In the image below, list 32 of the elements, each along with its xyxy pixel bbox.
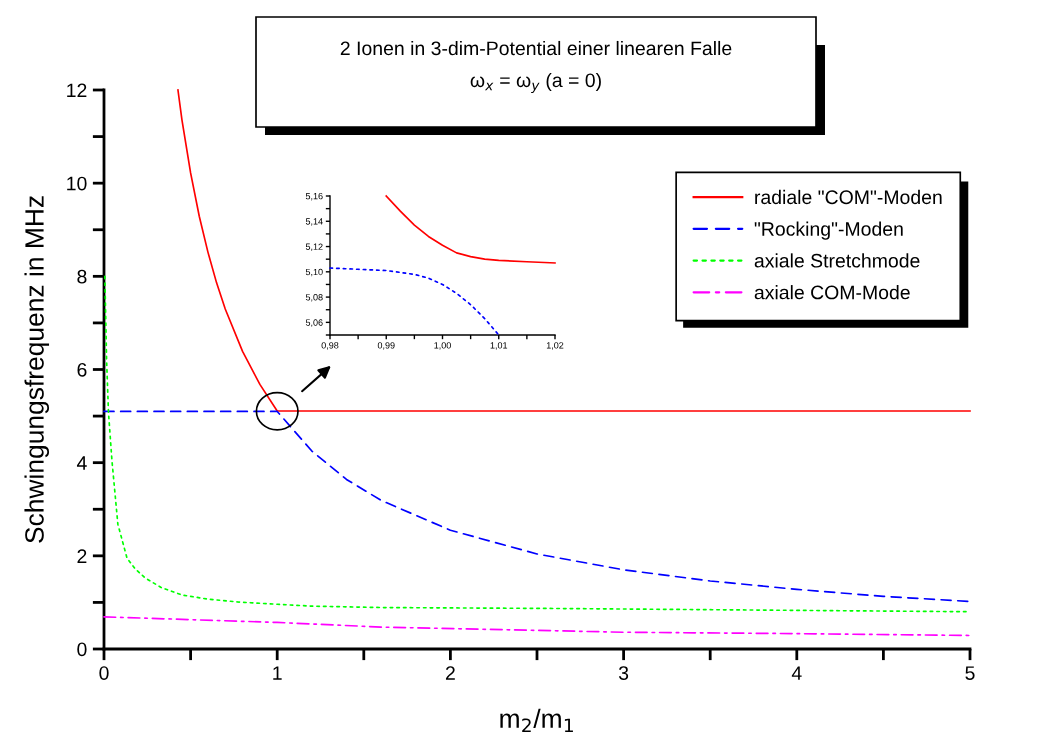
y-tick-label: 5,10	[305, 268, 323, 277]
chart-subtitle: ω$_{x}$ = ω$_{y}$ (a = 0)	[470, 72, 601, 93]
chart-title: 2 Ionen in 3-dim-Potential einer linearen Falle	[340, 40, 732, 56]
x-tick-label: 2	[445, 666, 455, 680]
x-tick-label: 1,00	[434, 342, 451, 350]
y-tick-label: 6	[77, 362, 87, 377]
x-tick-label: 1	[273, 666, 282, 680]
x-tick-label: 0	[99, 666, 109, 680]
x-tick-label: 0,98	[321, 342, 339, 350]
y-tick-label: 5,12	[305, 243, 323, 251]
x-tick-label: 1,01	[490, 342, 508, 350]
y-tick-label: 2	[77, 549, 87, 563]
y-tick-label: 5,14	[305, 218, 323, 226]
x-tick-label: 5	[965, 666, 975, 680]
y-tick-label: 10	[67, 176, 87, 191]
y-tick-label: 5,08	[305, 294, 323, 302]
y-tick-label: 8	[77, 269, 87, 284]
y-axis-title: Schwingungsfrequenz in MHz	[24, 196, 50, 543]
y-tick-label: 0	[77, 642, 87, 657]
x-axis-title: m$_{2}$/m$_{1}$	[500, 708, 573, 733]
x-tick-label: 3	[618, 666, 629, 680]
y-tick-label: 5,06	[305, 319, 323, 327]
legend-label: axiale COM-Mode	[754, 285, 910, 300]
legend-label: radiale "COM"-Moden	[755, 189, 942, 205]
y-tick-label: 5,16	[305, 192, 323, 201]
legend-label: axiale Stretchmode	[754, 253, 920, 268]
x-tick-label: 1,02	[546, 342, 564, 350]
y-tick-label: 4	[76, 456, 87, 470]
x-tick-label: 4	[791, 666, 802, 680]
legend-label: "Rocking"-Moden	[754, 221, 903, 240]
x-tick-label: 0,99	[377, 342, 395, 350]
y-tick-label: 12	[67, 83, 87, 98]
